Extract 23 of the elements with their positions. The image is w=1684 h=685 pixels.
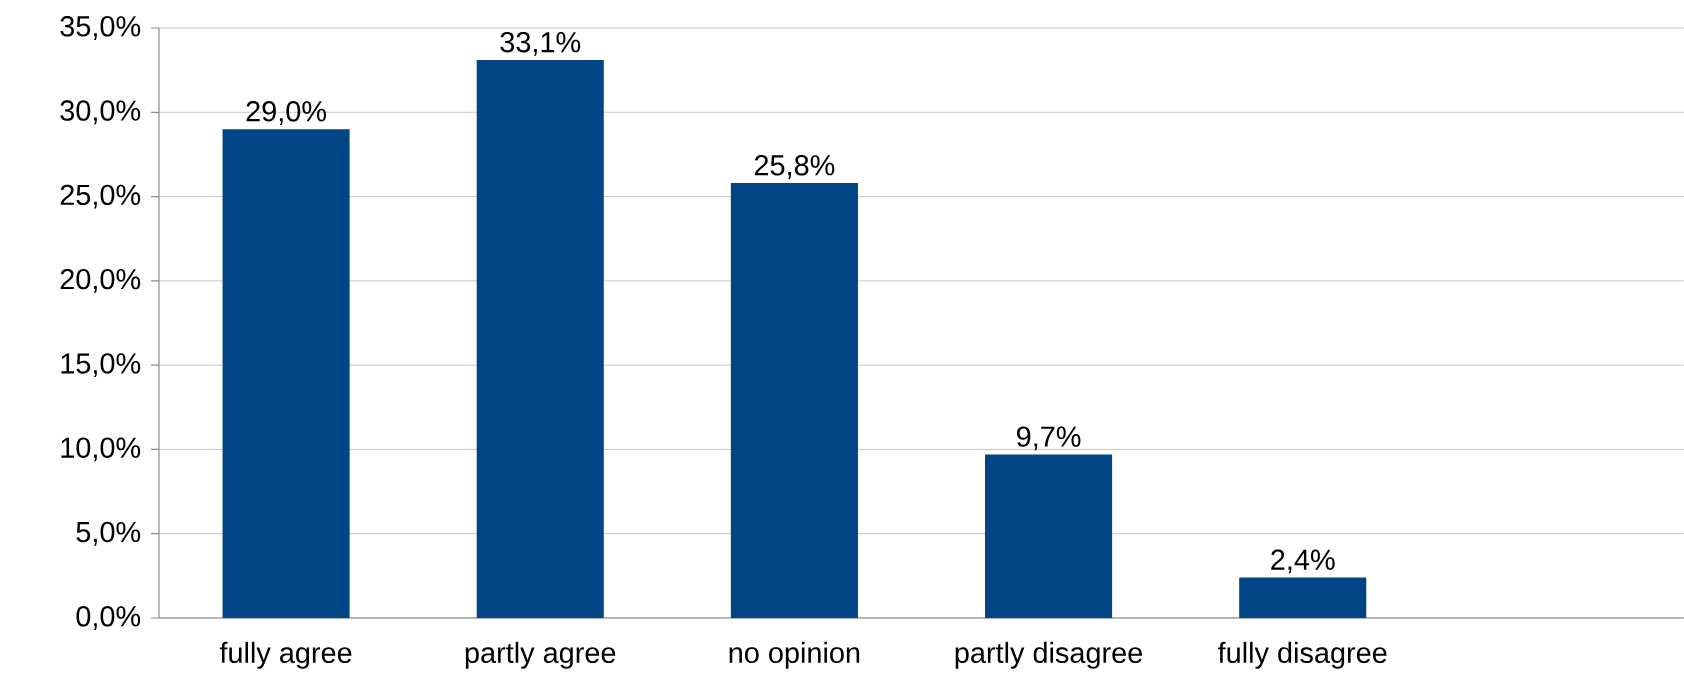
data-label: 2,4% (1271, 549, 1335, 574)
data-label: 25,8% (754, 155, 835, 179)
x-tick-label: no opinion (729, 641, 860, 669)
data-label: 9,7% (1017, 426, 1081, 451)
y-tick-label: 20,0% (60, 268, 141, 293)
y-tick-label: 15,0% (61, 353, 141, 378)
y-tick-label: 30,0% (60, 100, 141, 125)
y-tick-label: 10,0% (61, 437, 141, 462)
bar (985, 454, 1113, 618)
x-tick-label: partly agree (465, 641, 616, 669)
data-label: 33,1% (500, 31, 581, 56)
x-tick-label: partly disagree (955, 641, 1142, 669)
x-tick-label: fully disagree (1218, 641, 1387, 669)
bar (730, 183, 858, 618)
y-tick-label: 35,0% (60, 16, 141, 40)
bar (222, 129, 350, 618)
data-label: 29,0% (246, 101, 326, 125)
x-tick-label: fully agree (219, 641, 352, 669)
bar (1239, 577, 1367, 618)
y-tick-label: 5,0% (76, 521, 141, 546)
bar (476, 60, 604, 618)
y-tick-label: 25,0% (60, 184, 141, 209)
y-tick-label: 0,0% (76, 606, 141, 630)
